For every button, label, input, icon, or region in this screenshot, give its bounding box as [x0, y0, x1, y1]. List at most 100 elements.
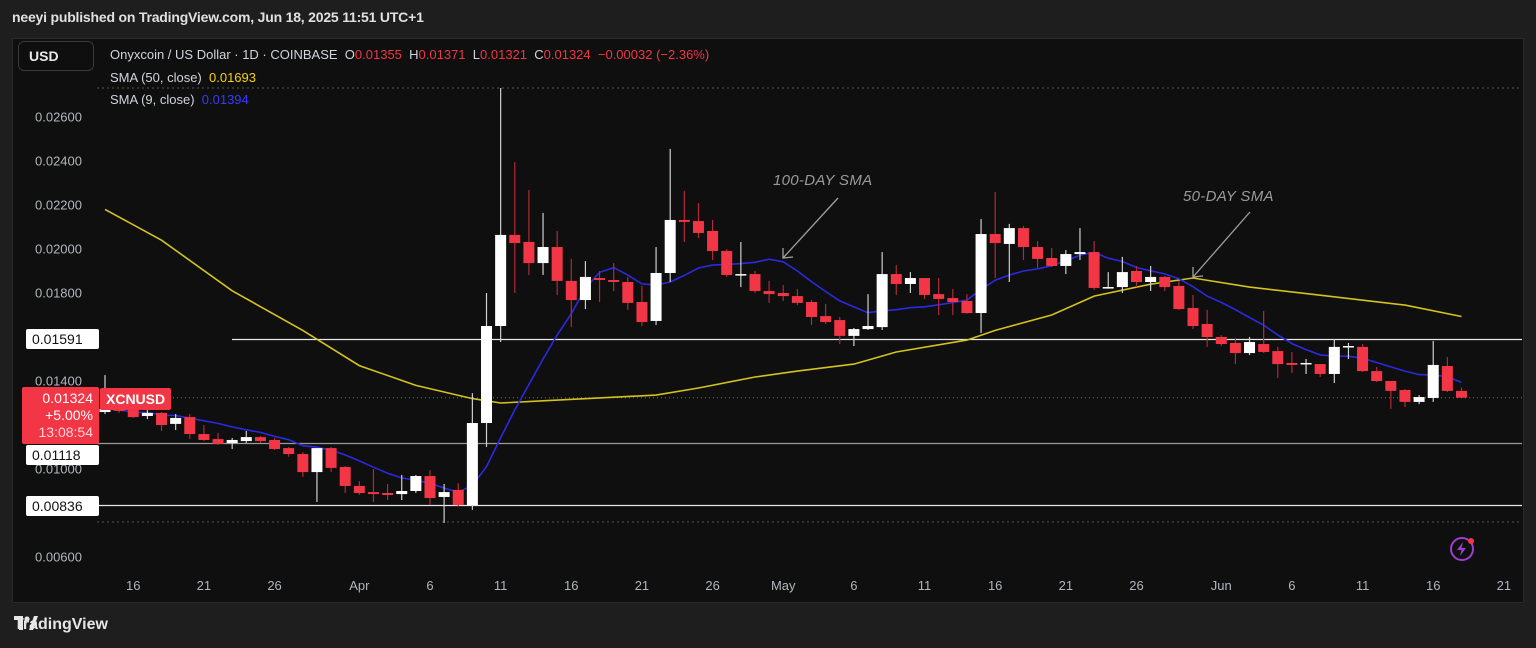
candle[interactable] — [707, 219, 719, 260]
candle[interactable] — [565, 258, 577, 328]
candle[interactable] — [933, 278, 945, 315]
candle[interactable] — [989, 192, 1001, 279]
candle[interactable] — [1413, 395, 1425, 405]
candle[interactable] — [1102, 272, 1114, 289]
candle[interactable] — [452, 483, 464, 506]
candle[interactable] — [1017, 225, 1029, 260]
candle[interactable] — [1145, 265, 1157, 292]
candle[interactable] — [509, 162, 521, 293]
candle[interactable] — [1088, 241, 1100, 290]
candle[interactable] — [424, 470, 436, 506]
candle[interactable] — [1187, 294, 1199, 330]
candle[interactable] — [1244, 337, 1256, 356]
candle[interactable] — [1385, 381, 1397, 409]
candle[interactable] — [622, 276, 634, 310]
candle[interactable] — [1046, 247, 1058, 268]
candle[interactable] — [1032, 241, 1044, 268]
candle[interactable] — [339, 465, 351, 493]
candle[interactable] — [254, 436, 266, 444]
candle[interactable] — [1300, 359, 1312, 374]
candle[interactable] — [664, 148, 676, 282]
candle[interactable] — [184, 414, 196, 440]
candle[interactable] — [749, 271, 761, 293]
candle[interactable] — [594, 271, 606, 303]
candle[interactable] — [1371, 366, 1383, 383]
candle[interactable] — [212, 432, 224, 446]
tradingview-logo[interactable]: TradingView — [14, 616, 108, 634]
candle[interactable] — [650, 247, 662, 325]
candle[interactable] — [325, 447, 337, 473]
candle[interactable] — [1399, 388, 1411, 407]
candle[interactable] — [1314, 364, 1326, 378]
candle[interactable] — [1201, 309, 1213, 347]
candle[interactable] — [1173, 280, 1185, 310]
candle[interactable] — [1272, 346, 1284, 378]
candle[interactable] — [170, 414, 182, 431]
candle[interactable] — [806, 300, 817, 325]
candle[interactable] — [297, 452, 309, 477]
candle[interactable] — [636, 285, 648, 326]
candle[interactable] — [198, 425, 210, 442]
candle[interactable] — [481, 293, 493, 447]
candle[interactable] — [834, 316, 846, 345]
candle[interactable] — [848, 327, 860, 347]
candle[interactable] — [1159, 276, 1171, 292]
candle[interactable] — [1074, 228, 1086, 260]
candle[interactable] — [495, 87, 507, 343]
candle[interactable] — [1286, 351, 1298, 374]
candle[interactable] — [1116, 256, 1128, 293]
candle[interactable] — [156, 412, 168, 431]
candle[interactable] — [1060, 250, 1072, 275]
candle[interactable] — [1328, 338, 1340, 383]
lightning-icon[interactable] — [1448, 535, 1476, 563]
candle[interactable] — [820, 304, 832, 325]
candle[interactable] — [961, 294, 973, 314]
candle[interactable] — [975, 219, 987, 334]
candle[interactable] — [947, 289, 959, 315]
candle[interactable] — [141, 410, 153, 420]
candle[interactable] — [240, 430, 252, 444]
candle[interactable] — [890, 265, 902, 295]
candle[interactable] — [721, 249, 733, 277]
candle[interactable] — [537, 212, 549, 275]
candle[interactable] — [919, 278, 931, 299]
candle[interactable] — [862, 294, 874, 330]
candle[interactable] — [353, 481, 365, 495]
candle[interactable] — [382, 483, 394, 501]
symbol-description[interactable]: Onyxcoin / US Dollar · 1D · COINBASE — [110, 47, 338, 62]
candle[interactable] — [1258, 311, 1270, 354]
candle[interactable] — [1455, 387, 1467, 399]
candle[interactable] — [1229, 338, 1241, 365]
candle[interactable] — [226, 437, 238, 449]
candle[interactable] — [876, 252, 888, 330]
candle[interactable] — [466, 393, 478, 510]
candle[interactable] — [735, 241, 747, 288]
candle[interactable] — [777, 285, 789, 301]
candle[interactable] — [551, 230, 563, 295]
candle[interactable] — [367, 469, 379, 502]
candle[interactable] — [579, 261, 591, 310]
candle[interactable] — [311, 448, 323, 502]
candle[interactable] — [283, 447, 295, 457]
sma9-legend[interactable]: SMA (9, close) 0.01394 — [110, 92, 249, 107]
candle[interactable] — [269, 437, 281, 451]
sma50-line[interactable] — [104, 208, 1462, 404]
candle[interactable] — [692, 203, 704, 238]
candle[interactable] — [438, 483, 450, 523]
candle[interactable] — [791, 289, 803, 306]
candle[interactable] — [1342, 342, 1354, 359]
candle[interactable] — [1357, 344, 1369, 372]
candle[interactable] — [523, 190, 535, 275]
candle[interactable] — [1003, 223, 1015, 282]
currency-button[interactable]: USD — [18, 41, 94, 71]
candle[interactable] — [1215, 335, 1227, 347]
candle[interactable] — [763, 280, 775, 303]
candle[interactable] — [410, 474, 422, 493]
candle[interactable] — [1441, 357, 1453, 392]
candle[interactable] — [608, 263, 620, 292]
candle[interactable] — [1130, 265, 1142, 288]
chart-panel[interactable] — [12, 38, 1524, 603]
candle[interactable] — [1427, 340, 1439, 402]
sma50-legend[interactable]: SMA (50, close) 0.01693 — [110, 70, 256, 85]
